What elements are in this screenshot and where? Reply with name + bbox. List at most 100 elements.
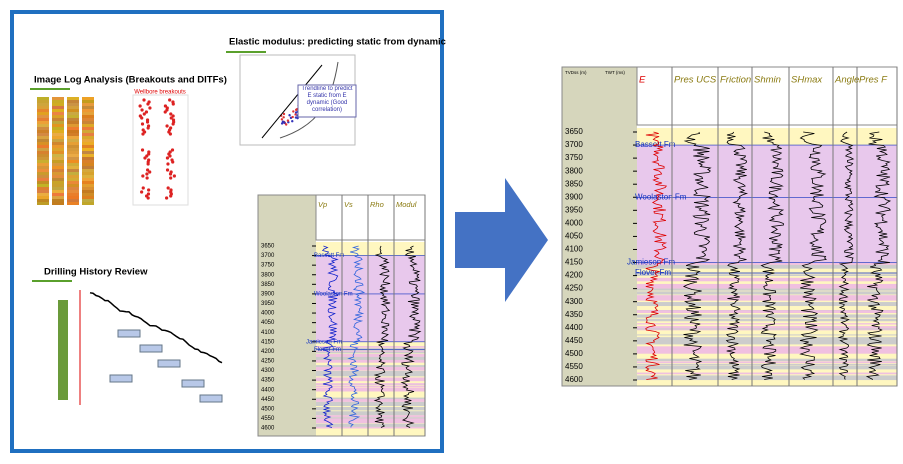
depth-label: 4100 <box>261 330 275 336</box>
stripe <box>316 356 425 360</box>
strip-band <box>67 142 79 145</box>
strip-band <box>37 193 49 196</box>
strip-band <box>67 127 79 130</box>
strip-band <box>52 190 64 193</box>
panel-title: Elastic modulus: predicting static from … <box>229 37 446 48</box>
depth-label: 4400 <box>261 387 275 393</box>
log-curve <box>682 131 712 380</box>
strip-band <box>67 124 79 127</box>
strip-band <box>37 118 49 121</box>
breakout-dot <box>145 176 149 180</box>
depth-label: 3900 <box>261 291 275 297</box>
strip-band <box>67 199 79 202</box>
strip-band <box>37 124 49 127</box>
breakout-dot <box>172 174 176 178</box>
strip-band <box>37 160 49 163</box>
breakout-dot <box>147 152 151 156</box>
strip-band <box>82 118 94 121</box>
strip-band <box>82 106 94 109</box>
depth-column <box>562 67 637 386</box>
depth-label: 4050 <box>565 232 583 241</box>
strip-band <box>67 148 79 151</box>
strip-band <box>37 127 49 130</box>
strip-band <box>52 115 64 118</box>
strip-band <box>67 106 79 109</box>
log-display: 3650 3700 3750 3800 3850 3900 3950 4000 4050 4100… <box>561 66 898 387</box>
breakout-dot <box>148 106 152 110</box>
strip-band <box>82 136 94 139</box>
depth-label: 4100 <box>565 245 583 254</box>
breakout-dot <box>168 172 173 176</box>
strip-band <box>67 169 79 172</box>
strip-band <box>67 178 79 181</box>
note-box <box>297 84 357 118</box>
strip-band <box>82 121 94 124</box>
strip-band <box>67 163 79 166</box>
breakout-dot <box>141 186 145 190</box>
strip-band <box>67 145 79 148</box>
strip-band <box>67 130 79 133</box>
depth-label: 4500 <box>565 349 583 358</box>
strip-band <box>82 178 94 181</box>
stripe <box>316 371 425 374</box>
depth-label: 3950 <box>261 301 275 307</box>
stripe <box>637 318 897 322</box>
depth-label: 3950 <box>565 205 583 214</box>
depth-column <box>258 195 316 436</box>
breakout-dot <box>169 176 173 180</box>
stripe <box>637 361 897 364</box>
strip-band <box>52 172 64 175</box>
breakout-dot <box>165 124 169 128</box>
strip-band <box>37 175 49 178</box>
point <box>282 112 286 116</box>
strip-band <box>52 142 64 145</box>
strip-band <box>82 109 94 112</box>
breakout-dot <box>142 112 146 116</box>
strip-band <box>52 154 64 157</box>
strip-band <box>67 166 79 169</box>
stripe <box>637 350 897 354</box>
depth-label: 3700 <box>261 253 275 259</box>
depth-label: 4350 <box>565 310 583 319</box>
strip-band <box>52 103 64 106</box>
point <box>280 118 284 121</box>
stripe <box>637 291 897 295</box>
strip-band <box>37 172 49 175</box>
breakout-dot <box>166 186 170 190</box>
strip-band <box>37 190 49 193</box>
depth-label: 3850 <box>261 282 275 288</box>
stripe <box>637 297 897 301</box>
strip-band <box>82 193 94 196</box>
log-curve <box>321 245 339 428</box>
strip-band <box>82 142 94 145</box>
log-curve <box>799 131 827 380</box>
depth-label: 4550 <box>565 362 583 371</box>
strip-band <box>67 109 79 112</box>
stripe <box>637 337 897 340</box>
breakout-dot <box>169 112 173 116</box>
strip-band <box>82 199 94 202</box>
strip-band <box>37 97 49 100</box>
strip-band <box>67 187 79 190</box>
depth-label: 3800 <box>261 272 275 278</box>
breakout-dot <box>143 156 147 160</box>
strip-band <box>67 103 79 106</box>
log-curve <box>373 245 391 428</box>
formation-label: Flover Fm <box>635 268 671 277</box>
strip-band <box>52 160 64 163</box>
strip-band <box>52 202 64 205</box>
log-curve <box>837 131 855 380</box>
depth-label: 4550 <box>261 416 275 422</box>
point <box>294 108 298 112</box>
strip-band <box>82 127 94 130</box>
breakout-dot <box>165 196 169 200</box>
point <box>296 116 299 120</box>
strip-band <box>52 181 64 184</box>
stripe <box>637 302 897 307</box>
breakout-dot <box>141 174 145 178</box>
breakout-dot <box>171 122 175 126</box>
breakout-dot <box>141 132 145 136</box>
depth-label: 3850 <box>565 179 583 188</box>
strip-band <box>37 166 49 169</box>
